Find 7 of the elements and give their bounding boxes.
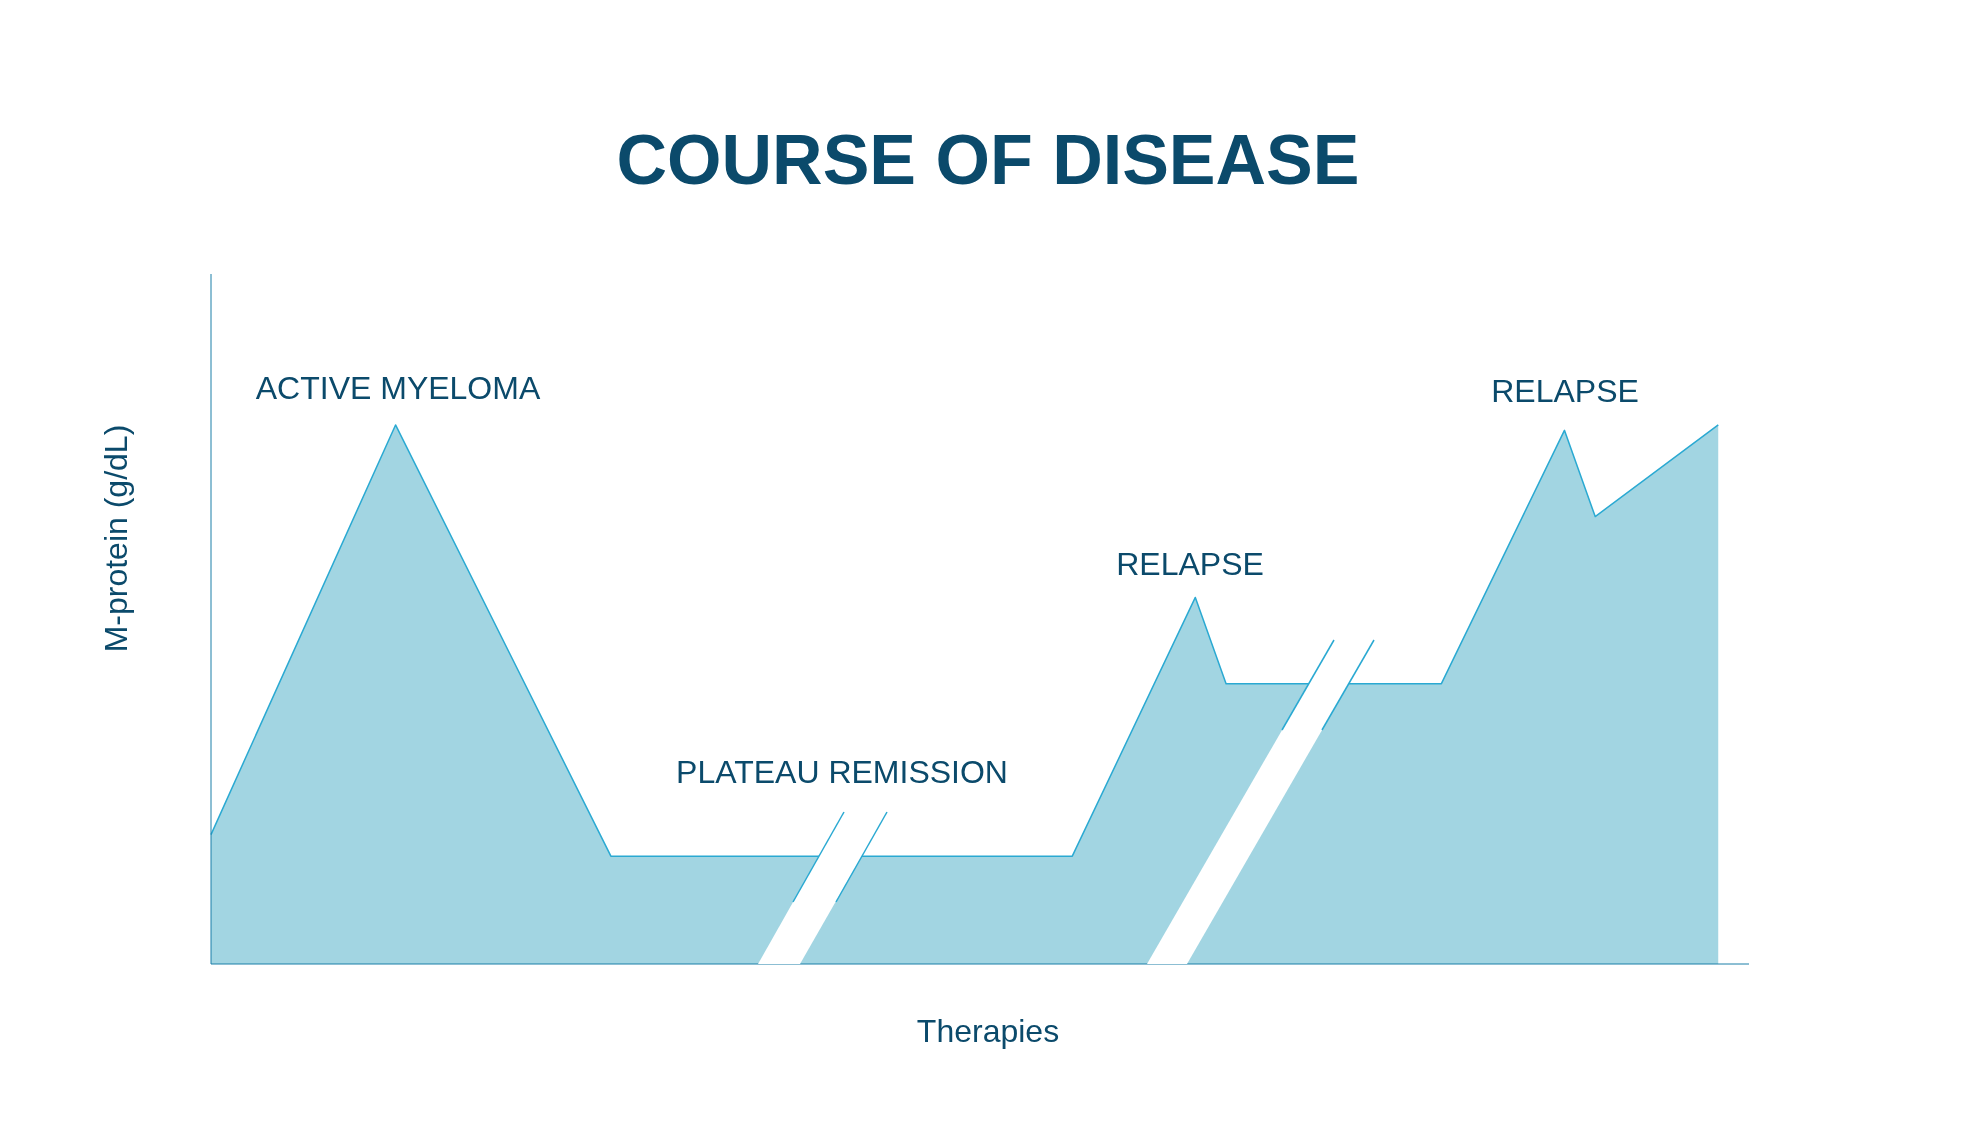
x-axis-title: Therapies: [915, 1013, 1061, 1050]
text: RELAPSE: [1490, 373, 1640, 410]
text: ACTIVE MYELOMA: [254, 370, 542, 407]
y-axis-title: M-protein (g/dL): [97, 423, 135, 655]
annotation: RELAPSE: [1115, 546, 1265, 583]
annotation: PLATEAU REMISSION: [675, 754, 1009, 791]
chart-title: COURSE OF DISEASE: [615, 120, 1361, 200]
